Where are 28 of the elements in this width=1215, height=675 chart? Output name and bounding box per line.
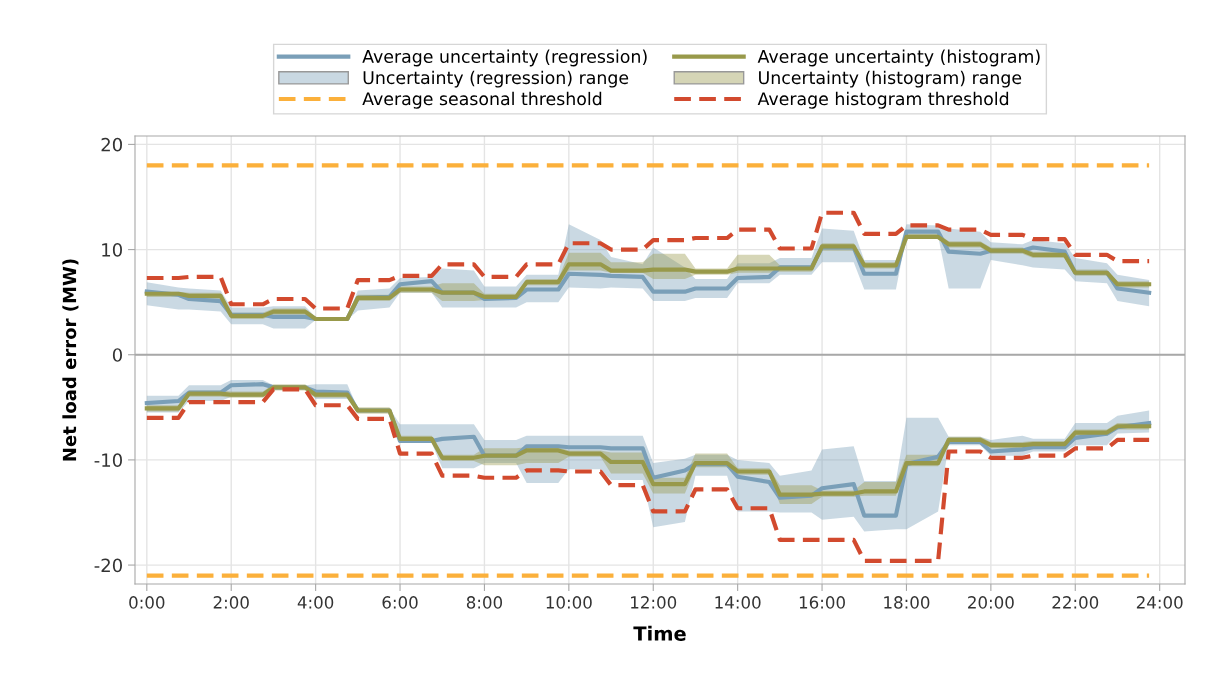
x-tick-label: 8:00: [466, 596, 503, 609]
y-tick-label: -20: [94, 558, 122, 573]
legend-label: Average seasonal threshold: [362, 91, 602, 109]
y-tick-label: 10: [102, 243, 122, 257]
line-series: [144, 210, 1152, 311]
x-tick-label: 20:00: [968, 596, 1014, 609]
legend-label: Average uncertainty (histogram): [757, 49, 1040, 67]
legend-label: Average uncertainty (regression): [362, 49, 647, 67]
x-tick-label: 18:00: [884, 596, 930, 609]
x-tick-label: 10:00: [546, 596, 592, 609]
y-tick-label: 0: [112, 348, 122, 362]
x-tick-label: 12:00: [631, 596, 677, 609]
x-tick-label: 6:00: [382, 596, 418, 609]
x-tick-label: 4:00: [297, 596, 334, 609]
line-series: [144, 387, 1152, 563]
text: Uncertainty (histogram) range: [759, 70, 1022, 88]
legend-label: Average histogram threshold: [757, 91, 1009, 109]
text: Uncertainty (regression) range: [363, 70, 629, 88]
y-tick-label: 20: [101, 137, 122, 152]
x-tick-label: 2:00: [213, 596, 249, 609]
x-tick-label: 22:00: [1052, 596, 1099, 609]
x-tick-label: 16:00: [799, 596, 845, 609]
x-tick-label: 0:00: [129, 596, 165, 609]
y-axis-title: Net load error (MW): [62, 259, 79, 461]
x-tick-label: 14:00: [715, 596, 761, 609]
x-tick-label: 24:00: [1136, 596, 1183, 609]
x-axis-title: Time: [633, 625, 686, 641]
y-tick-label: -10: [94, 453, 122, 468]
